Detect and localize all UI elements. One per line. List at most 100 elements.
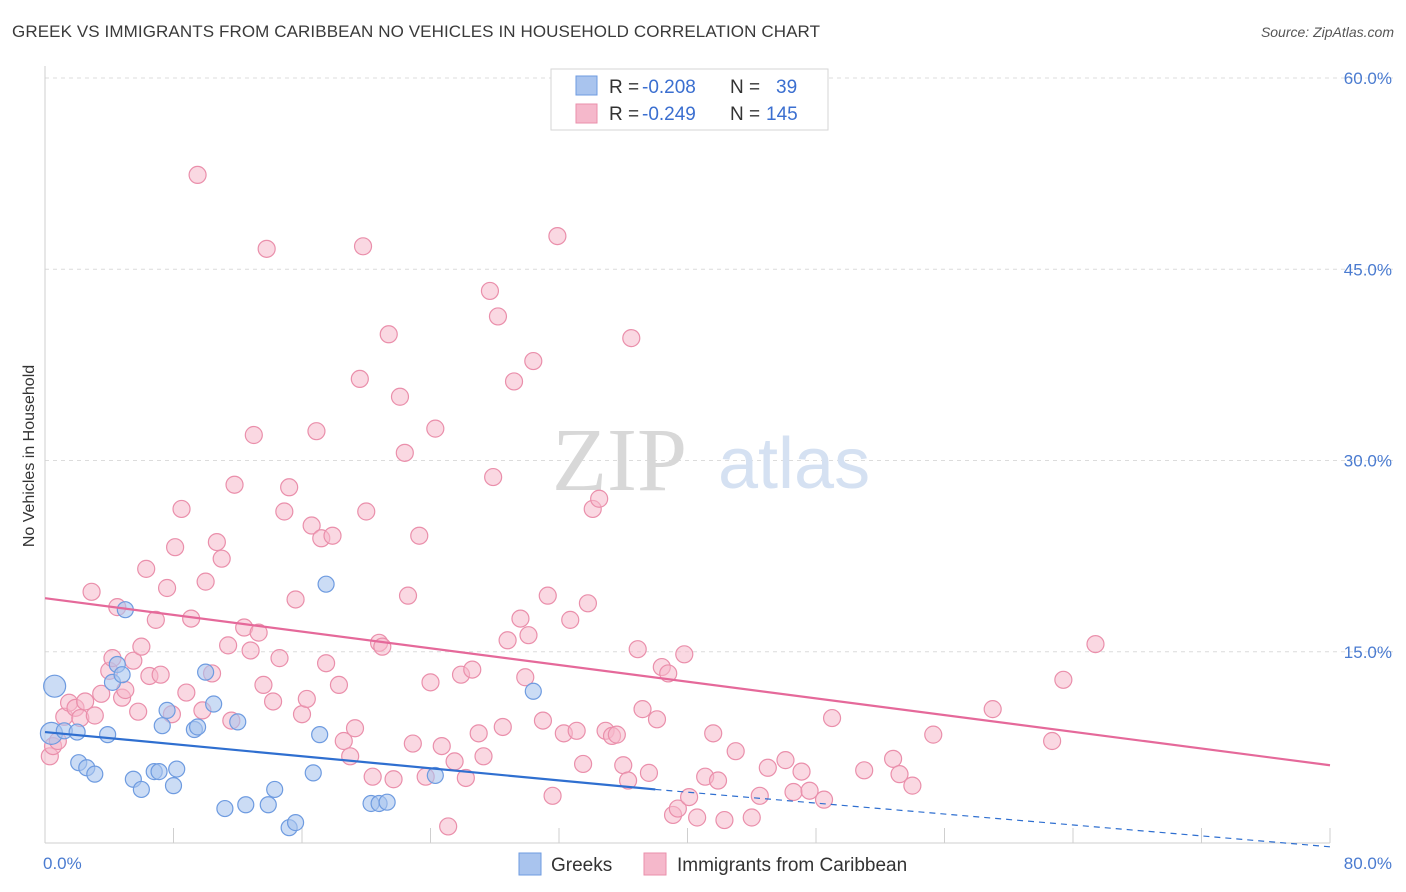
data-point-caribbean [275,502,294,521]
legend-n-value: 145 [766,104,798,125]
data-point-caribbean [708,771,728,790]
data-point-greeks [286,813,305,832]
data-point-greeks [153,717,171,735]
watermark-atlas: atlas [718,424,870,504]
data-point-caribbean [622,329,641,348]
data-point-caribbean [519,626,538,645]
data-point-caribbean [157,578,177,598]
legend-n-label: N = [730,77,760,98]
data-point-caribbean [983,700,1002,719]
data-point-greeks [237,796,255,814]
data-point-caribbean [578,594,598,613]
legend-box: R = -0.208 N = 39 R = -0.249 N = 145 [550,68,829,131]
data-point-greeks [197,663,215,681]
legend-swatch-greeks [575,75,598,96]
data-point-greeks [164,777,183,795]
legend-swatch-caribbean [575,103,598,124]
data-point-caribbean [286,590,305,609]
grid-lines [45,77,1395,653]
data-point-caribbean [511,609,530,628]
data-point-caribbean [132,637,151,656]
data-point-caribbean [590,489,609,508]
data-point-caribbean [784,782,803,802]
data-point-caribbean [270,649,289,668]
data-point-caribbean [263,692,283,711]
data-point-caribbean [177,683,196,702]
data-point-caribbean [504,372,524,391]
data-point-caribbean [426,419,445,438]
bottom-legend-swatch-greeks [518,852,542,876]
caribbean-points [40,165,1105,836]
watermark-zip: ZIP [552,411,687,510]
data-point-caribbean [533,711,553,730]
data-point-caribbean [688,808,707,827]
data-point-caribbean [776,751,795,770]
y-tick-label: 15.0% [1344,643,1392,662]
data-point-caribbean [363,767,382,786]
data-point-caribbean [480,281,500,301]
data-point-caribbean [573,754,593,774]
data-point-caribbean [403,734,422,753]
data-point-caribbean [439,817,458,836]
data-point-caribbean [249,623,268,642]
chart-title: GREEK VS IMMIGRANTS FROM CARIBBEAN NO VE… [12,22,821,41]
data-point-caribbean [792,762,811,781]
y-tick-label: 45.0% [1344,260,1392,279]
data-point-caribbean [758,758,777,777]
data-point-caribbean [680,787,699,807]
data-point-caribbean [456,768,475,788]
greek-points [39,575,542,837]
data-point-caribbean [890,765,909,784]
legend-r-label: R = [609,77,639,98]
data-point-caribbean [398,586,418,605]
data-point-caribbean [302,516,321,535]
data-point-caribbean [188,165,207,184]
data-point-caribbean [257,239,276,258]
data-point-caribbean [329,675,349,695]
data-point-caribbean [316,654,336,673]
data-point-caribbean [241,641,260,660]
data-point-caribbean [614,756,633,775]
data-point-caribbean [323,526,342,545]
data-point-caribbean [129,702,148,721]
data-point-caribbean [345,719,365,738]
data-point-greeks [132,780,150,799]
data-point-caribbean [432,736,451,756]
data-point-greeks [259,796,277,814]
x-tick-label: 0.0% [43,854,82,873]
data-point-greeks [158,701,176,720]
data-point-caribbean [726,742,745,761]
data-point-greeks [68,723,86,741]
data-point-caribbean [82,582,101,601]
data-point-caribbean [395,443,414,462]
bottom-legend-label-caribbean: Immigrants from Caribbean [677,855,907,876]
data-point-caribbean [538,586,557,605]
data-point-caribbean [548,227,567,246]
data-point-caribbean [855,761,874,780]
data-point-caribbean [421,673,440,692]
data-point-caribbean [297,689,316,709]
data-point-caribbean [668,799,687,818]
bottom-legend-swatch-caribbean [643,852,667,876]
data-point-caribbean [307,422,326,441]
data-point-greeks [304,764,322,782]
data-point-caribbean [883,749,903,768]
data-point-caribbean [166,538,185,557]
data-point-caribbean [151,665,170,684]
data-point-caribbean [800,781,819,800]
data-point-greeks [86,765,104,783]
data-point-caribbean [814,790,834,809]
data-point-caribbean [85,706,104,725]
trend-lines [44,597,1331,848]
data-point-caribbean [639,763,659,782]
data-point-caribbean [1054,670,1073,689]
data-point-greeks [524,682,542,700]
y-tick-label: 30.0% [1344,452,1392,471]
data-point-caribbean [334,731,353,751]
x-tick-labels: 0.0% 80.0% [43,854,1392,873]
data-point-caribbean [516,668,535,687]
data-point-caribbean [647,710,667,729]
legend-r-value: -0.208 [642,77,696,98]
axes [44,66,1331,844]
data-point-caribbean [567,721,586,740]
